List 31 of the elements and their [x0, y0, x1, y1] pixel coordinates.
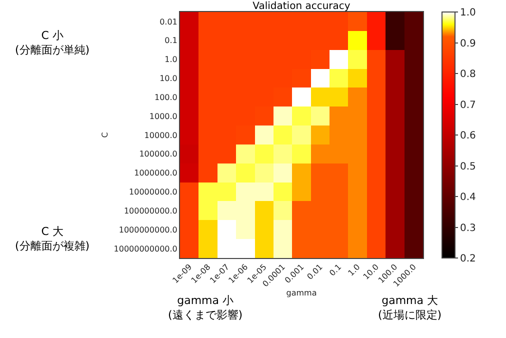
- y-tick-label: 10.0: [160, 74, 178, 84]
- color-bar-label: 0.6: [460, 130, 476, 142]
- y-tick-label: 1000.0: [149, 112, 178, 121]
- y-tick-label: 0.1: [164, 36, 178, 46]
- text: C 大 (分離面が複雑): [15, 225, 90, 252]
- text: gamma 大 (近場に限定): [378, 294, 442, 322]
- color-bar-label: 0.9: [460, 38, 476, 50]
- y-tick-label: 100.0: [154, 92, 178, 102]
- text: C 小 (分離面が単純): [15, 29, 90, 56]
- y-tick-label: 1.0: [164, 55, 178, 64]
- text: gamma 小 (遠くまで影響): [168, 294, 243, 322]
- color-bar-label: 0.7: [460, 100, 476, 111]
- color-bar-label: 0.8: [460, 69, 476, 80]
- chart-title: Validation accuracy: [252, 1, 350, 12]
- y-tick-label: 10000000.0: [129, 188, 178, 197]
- y-tick-label: 100000.0: [139, 150, 178, 159]
- x-tick-label: 0.1: [328, 262, 344, 278]
- y-tick-label: 1000000000.0: [118, 225, 178, 234]
- x-tick-label: 1.0: [346, 262, 362, 278]
- y-tick-label: 1000000.0: [134, 168, 178, 178]
- y-tick-label: 0.01: [160, 17, 178, 26]
- y-tick-label: 10000.0: [144, 130, 178, 140]
- color-bar-label: 0.4: [460, 192, 476, 203]
- color-bar-label: 0.5: [460, 161, 476, 172]
- color-bar-label: 1.0: [460, 8, 476, 18]
- y-axis-title: C: [100, 132, 110, 138]
- y-tick-label: 10000000000.0: [114, 244, 178, 254]
- color-bar-label: 0.3: [460, 222, 476, 234]
- x-axis-title: gamma: [286, 288, 317, 298]
- y-tick-label: 100000000.0: [124, 206, 178, 216]
- color-bar-label: 0.2: [460, 254, 476, 264]
